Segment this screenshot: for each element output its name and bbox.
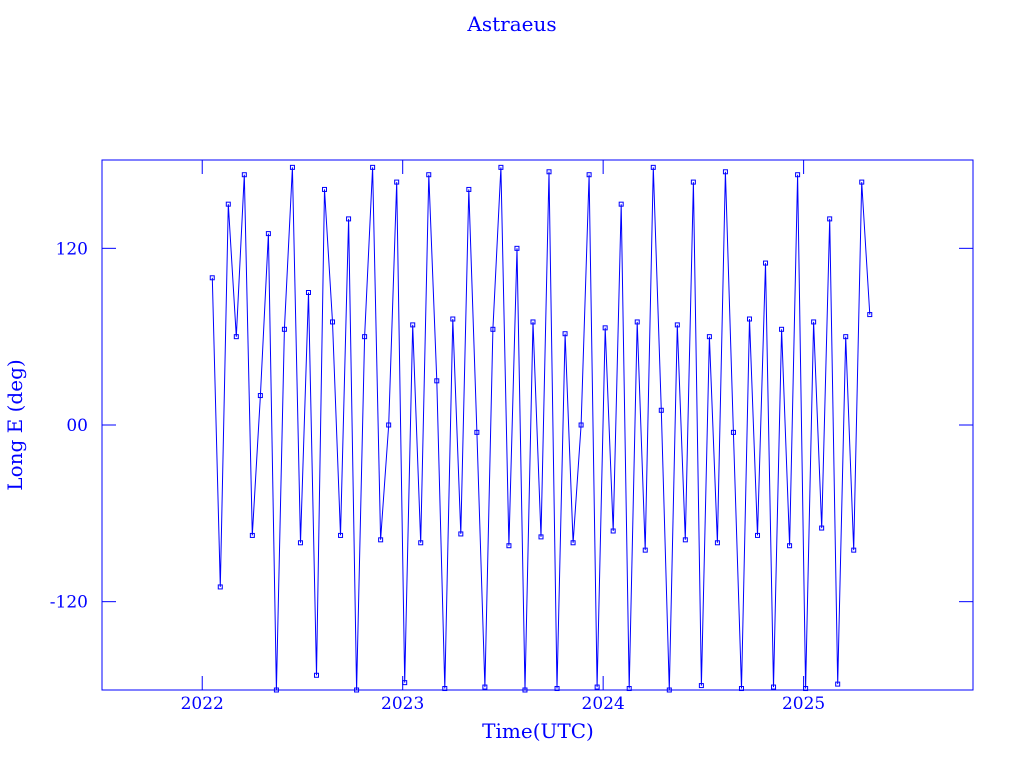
data-point [530, 319, 536, 325]
y-tick-label: 120 [56, 239, 88, 259]
data-line [211, 167, 871, 691]
data-point [490, 326, 496, 332]
data-point [305, 290, 311, 295]
data-point [265, 231, 271, 237]
data-point [546, 169, 552, 175]
x-axis-label: Time(UTC) [482, 719, 594, 743]
data-point [426, 172, 432, 178]
data-point [297, 540, 303, 546]
data-point [330, 319, 336, 325]
data-point [763, 260, 769, 266]
x-tick-label: 2022 [181, 694, 224, 714]
data-point [281, 326, 287, 332]
data-point [378, 537, 384, 543]
data-point [410, 322, 416, 328]
data-point [346, 216, 352, 222]
data-point [690, 179, 696, 185]
data-point [714, 540, 720, 546]
data-point [362, 334, 368, 340]
data-point [474, 429, 480, 435]
data-point [746, 316, 752, 322]
data-point [354, 687, 360, 693]
data-point [859, 179, 865, 185]
x-tick-label: 2024 [582, 694, 625, 714]
data-point [578, 422, 584, 428]
data-point [674, 322, 680, 328]
data-point [771, 684, 777, 690]
data-point [554, 686, 560, 692]
data-point [730, 429, 736, 435]
data-point [795, 172, 801, 178]
data-point [867, 312, 873, 318]
data-point [538, 534, 544, 540]
data-point [562, 331, 568, 337]
data-point [450, 316, 456, 322]
data-point [755, 532, 761, 538]
data-point [819, 525, 825, 531]
data-point [482, 684, 488, 690]
data-point [642, 547, 648, 553]
chart-title: Astraeus [466, 12, 556, 36]
plot-frame [101, 159, 974, 691]
data-point [827, 216, 833, 222]
data-point [241, 172, 247, 178]
data-point [835, 681, 841, 687]
x-tick-label: 2025 [782, 694, 825, 714]
data-point [698, 683, 704, 689]
data-point [273, 687, 279, 693]
data-point [498, 164, 504, 170]
data-point [338, 532, 344, 538]
data-point [658, 407, 664, 413]
data-point [514, 245, 520, 251]
data-point [370, 164, 376, 170]
data-point [386, 422, 392, 428]
data-point [466, 186, 472, 192]
y-tick-label: -120 [50, 593, 88, 613]
data-point [811, 319, 817, 325]
y-tick-label: 00 [66, 416, 88, 436]
data-point [722, 169, 728, 175]
data-point [706, 334, 712, 340]
data-point [570, 540, 576, 546]
data-point [779, 326, 785, 332]
data-point [650, 164, 656, 170]
data-point [394, 179, 400, 185]
data-point [418, 540, 424, 546]
data-point [289, 164, 295, 170]
data-point [666, 687, 672, 693]
data-point [442, 686, 448, 692]
data-point [803, 686, 809, 692]
data-point [626, 686, 632, 692]
data-point [586, 172, 592, 178]
data-point [634, 319, 640, 325]
data-point [610, 528, 616, 534]
data-point [322, 186, 328, 192]
data-point [682, 537, 688, 543]
data-point [522, 687, 528, 693]
x-tick-label: 2023 [381, 694, 424, 714]
data-point [217, 584, 223, 590]
data-point [787, 543, 793, 549]
data-point [594, 684, 600, 690]
data-point [851, 547, 857, 553]
data-point [434, 378, 440, 384]
data-point [257, 393, 263, 399]
data-point [225, 201, 231, 207]
data-point [602, 325, 608, 331]
data-point [738, 686, 744, 692]
data-point [843, 334, 849, 340]
data-point [506, 543, 512, 549]
data-point [313, 672, 319, 678]
data-point [249, 532, 255, 538]
data-point [458, 531, 464, 537]
y-axis-label: Long E (deg) [3, 359, 27, 490]
data-point [402, 680, 408, 686]
data-point [618, 201, 624, 207]
data-point [209, 275, 215, 281]
data-point [233, 334, 239, 340]
